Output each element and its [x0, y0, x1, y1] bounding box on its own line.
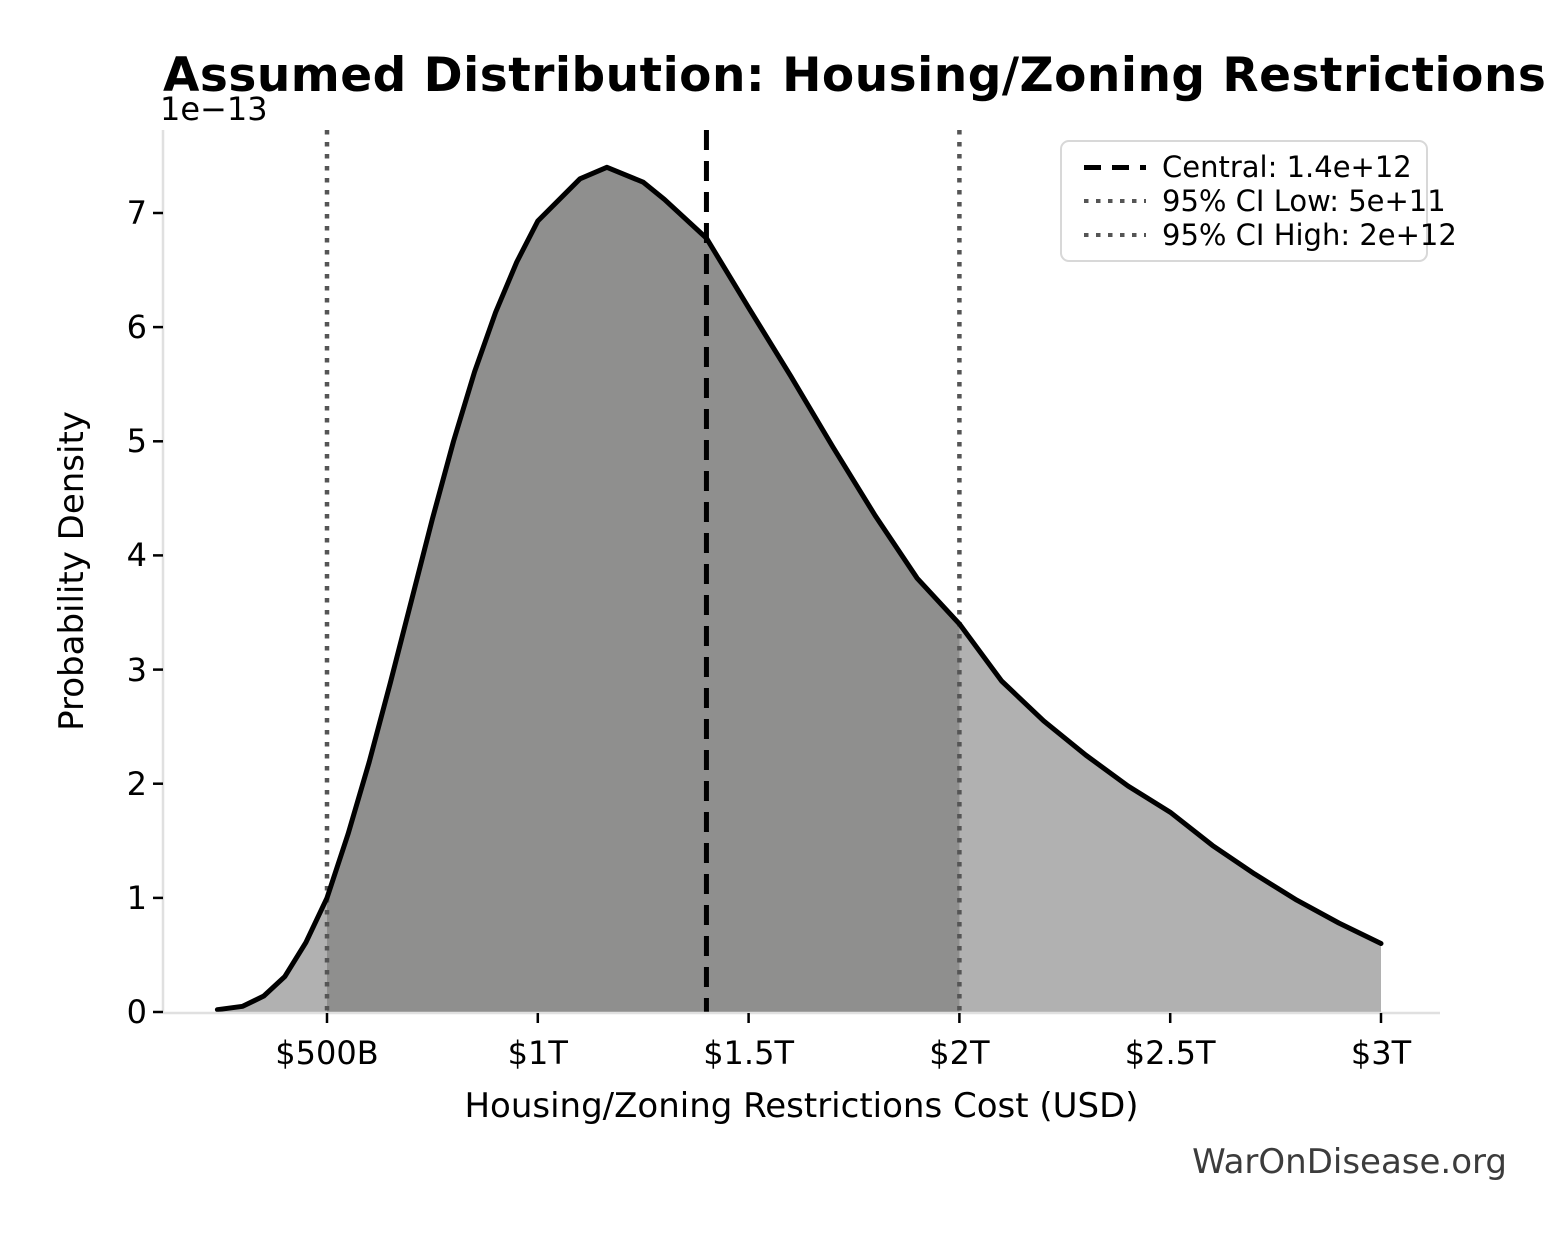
y-tick-label: 0 [126, 993, 147, 1031]
y-tick-label: 3 [126, 650, 147, 689]
ci-area-fill [327, 167, 960, 1013]
legend-item-label: Central: 1.4e+12 [1162, 150, 1412, 184]
y-tick-label: 2 [126, 764, 147, 803]
x-tick-label: $2T [929, 1034, 990, 1072]
x-tick-label: $2.5T [1124, 1034, 1216, 1072]
density-curve [214, 164, 1384, 1013]
x-tick-label: $1T [507, 1034, 568, 1072]
y-tick-label: 6 [126, 308, 147, 347]
chart-title: Assumed Distribution: Housing/Zoning Res… [163, 48, 1563, 103]
legend-dotted-line-sample [1084, 198, 1146, 204]
watermark: WarOnDisease.org [1192, 1142, 1507, 1182]
legend: Central: 1.4e+12 95% CI Low: 5e+11 95% CI … [1060, 140, 1457, 262]
legend-item: Central: 1.4e+12 [1084, 150, 1426, 184]
legend-item: 95% CI Low: 5e+11 [1084, 184, 1446, 218]
x-tick-label: $3T [1350, 1034, 1412, 1072]
y-tick-label: 4 [126, 536, 147, 575]
legend-dotted-line-sample [1084, 232, 1146, 238]
x-axis-label: Housing/Zoning Restrictions Cost (USD) [464, 1086, 1139, 1126]
x-tick-label: $500B [275, 1034, 379, 1072]
y-axis-offset-text: 1e−13 [160, 90, 268, 128]
legend-item: 95% CI High: 2e+12 [1084, 218, 1457, 252]
legend-dashed-line-sample [1084, 164, 1146, 170]
legend-item-label: 95% CI High: 2e+12 [1162, 218, 1457, 252]
y-tick-label: 1 [126, 878, 147, 917]
y-tick-label: 7 [126, 193, 147, 232]
legend-item-label: 95% CI Low: 5e+11 [1162, 184, 1446, 218]
y-tick-label: 5 [126, 422, 147, 461]
x-tick-label: $1.5T [703, 1034, 794, 1072]
